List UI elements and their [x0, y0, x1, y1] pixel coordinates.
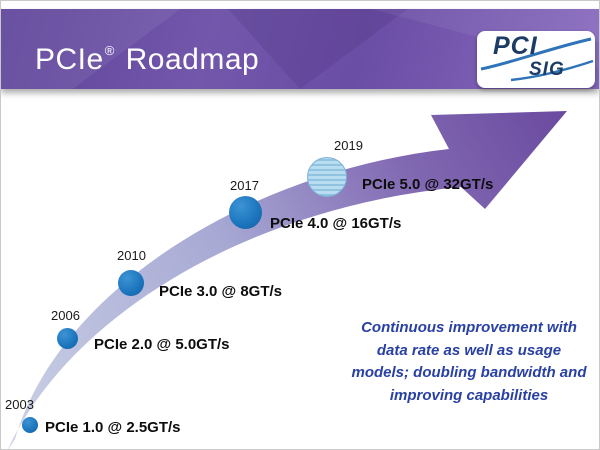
milestone-label: PCIe 2.0 @ 5.0GT/s [94, 336, 230, 353]
note-text: Continuous improvement with data rate as… [351, 319, 587, 404]
milestone-year: 2006 [51, 308, 80, 323]
roadmap-arrow-path [7, 111, 567, 449]
milestone-year: 2003 [5, 397, 34, 412]
milestone-year: 2017 [230, 178, 259, 193]
pci-sig-logo: PCI SIG [477, 31, 595, 88]
title-rest: Roadmap [116, 43, 260, 76]
milestone-dot-striped [307, 157, 347, 197]
logo-text-pci: PCI [493, 32, 538, 60]
milestone-dot [57, 328, 78, 349]
milestone-dot [22, 417, 38, 433]
header-banner: PCIe® Roadmap PCI SIG [1, 9, 599, 89]
milestone-label: PCIe 5.0 @ 32GT/s [362, 176, 494, 193]
logo-swoosh-icon [480, 37, 594, 82]
logo-text-sig: SIG [529, 59, 565, 80]
milestone-year: 2010 [117, 248, 146, 263]
registered-mark: ® [104, 43, 115, 58]
milestone-label: PCIe 4.0 @ 16GT/s [270, 215, 402, 232]
milestone-label: PCIe 3.0 @ 8GT/s [159, 283, 283, 300]
milestone-label: PCIe 1.0 @ 2.5GT/s [45, 419, 181, 436]
title-main: PCIe [35, 43, 104, 76]
page-title: PCIe® Roadmap [35, 33, 259, 78]
milestone-year: 2019 [334, 138, 363, 153]
milestone-dot [229, 196, 262, 229]
milestone-dot [118, 270, 144, 296]
